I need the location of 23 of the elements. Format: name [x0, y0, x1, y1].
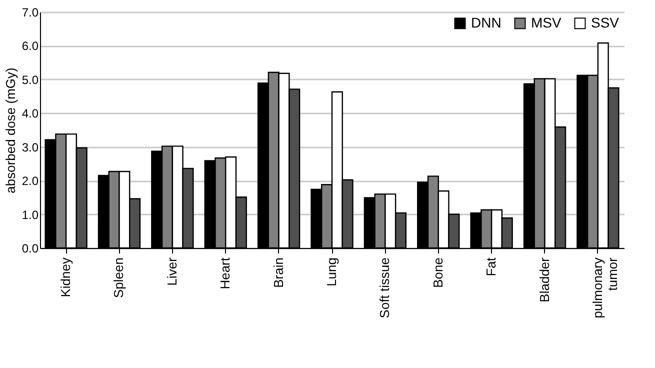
x-tick-label: Bladder: [536, 256, 552, 302]
legend-label: SSV: [591, 14, 620, 30]
y-tick-label: 7.0: [22, 6, 39, 20]
x-tick-label: Fat: [484, 257, 499, 276]
x-tick-label: Brain: [270, 258, 286, 288]
y-tick-label: 1.0: [22, 208, 39, 222]
y-tick-label: 3.0: [22, 140, 39, 154]
legend-label: MSV: [531, 14, 562, 30]
x-tick-label: Kidney: [58, 257, 74, 298]
y-axis-title: absorbed dose (mGy): [2, 68, 18, 194]
x-tick-label: pulmonary tumor: [590, 256, 620, 318]
y-tick-label: 6.0: [22, 39, 39, 54]
x-tick-label: Lung: [324, 258, 339, 286]
x-tick-label: Heart: [218, 257, 233, 290]
x-tick-label: Spleen: [111, 258, 126, 298]
y-tick-label: 5.0: [22, 72, 39, 87]
legend-label: DNN: [471, 14, 502, 30]
x-tick-label: Soft tissue: [377, 258, 392, 318]
y-tick-label: 4.0: [22, 106, 39, 121]
y-tick-label: 0.0: [22, 242, 39, 256]
x-tick-label: Liver: [164, 256, 180, 286]
x-tick-label: Bone: [430, 258, 446, 288]
y-tick-label: 2.0: [22, 174, 39, 188]
